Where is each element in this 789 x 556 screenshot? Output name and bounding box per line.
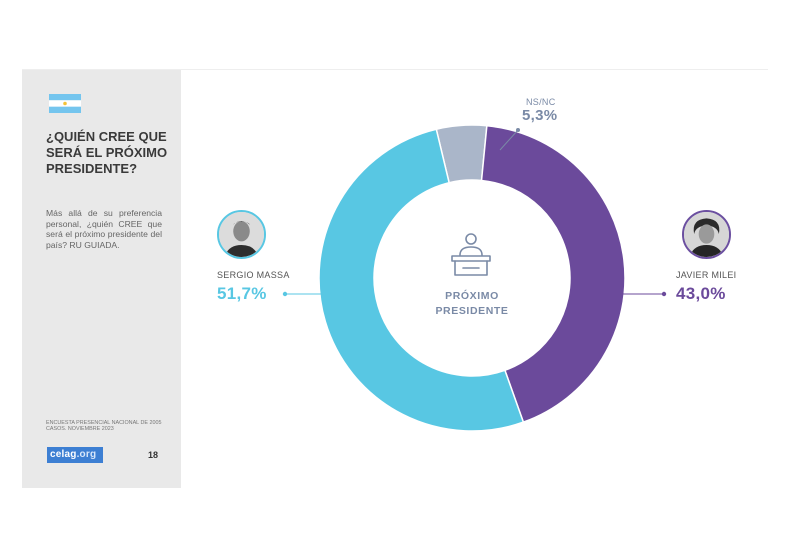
donut-slice-javier-milei [480, 124, 626, 424]
page-number: 18 [148, 450, 159, 460]
massa-connector-dot [282, 291, 288, 297]
celag-logo: celag.org [47, 447, 103, 463]
question-subtitle: Más allá de su preferencia personal, ¿qu… [46, 208, 162, 250]
milei-connector-dot [661, 291, 667, 297]
podium-speaker-icon [451, 233, 491, 276]
survey-source: ENCUESTA PRESENCIAL NACIONAL DE 2005 CAS… [46, 420, 162, 433]
sidebar-panel: ¿QUIÉN CREE QUE SERÁ EL PRÓXIMO PRESIDEN… [22, 70, 181, 488]
nsnc-value-label: 5,3% [522, 107, 558, 124]
massa-avatar [217, 210, 266, 259]
milei-avatar [682, 210, 731, 259]
center-label: PRÓXIMO PRESIDENTE [412, 289, 532, 319]
milei-value-label: 43,0% [676, 284, 726, 303]
logo-text: celag [50, 449, 77, 460]
donut-slices [318, 124, 626, 432]
milei-name-label: JAVIER MILEI [676, 270, 737, 280]
person-photo-icon [219, 212, 264, 257]
argentina-flag-icon [49, 94, 81, 113]
massa-value-label: 51,7% [217, 284, 267, 303]
center-label-line1: PRÓXIMO [445, 290, 499, 302]
nsnc-connector-dot [516, 128, 520, 132]
logo-domain: .org [76, 449, 97, 460]
question-title: ¿QUIÉN CREE QUE SERÁ EL PRÓXIMO PRESIDEN… [46, 129, 168, 176]
massa-name-label: SERGIO MASSA [217, 270, 290, 280]
nsnc-name-label: NS/NC [526, 97, 556, 107]
center-label-line2: PRESIDENTE [435, 305, 509, 317]
top-divider [22, 69, 768, 70]
donut-slice-sergio-massa [318, 128, 525, 432]
person-photo-icon [684, 212, 729, 257]
nsnc-connector [499, 129, 519, 151]
